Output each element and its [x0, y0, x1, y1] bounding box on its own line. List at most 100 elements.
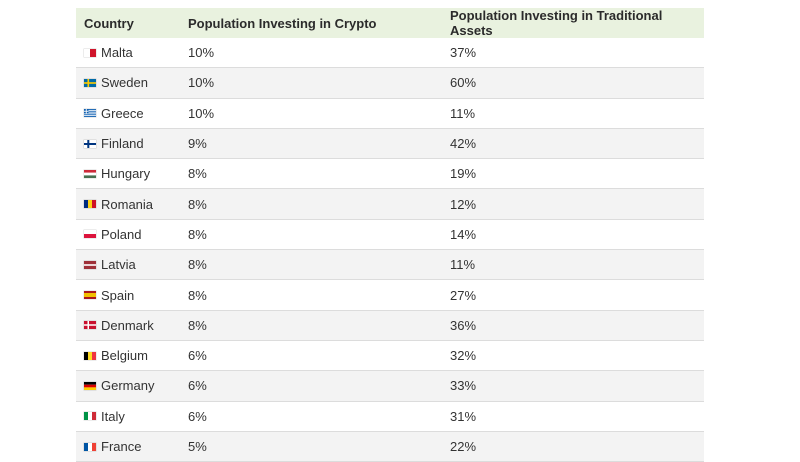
- spain-flag-icon: [84, 291, 96, 300]
- cell-country: Malta: [76, 38, 180, 69]
- cell-country: Latvia: [76, 249, 180, 281]
- country-name: Romania: [101, 196, 154, 212]
- country-wrapper: Malta: [84, 45, 180, 60]
- cell-crypto-percent: 6%: [180, 401, 442, 432]
- cell-crypto-percent: 10%: [180, 98, 442, 129]
- cell-country: Italy: [76, 401, 180, 432]
- country-name: Belgium: [101, 348, 148, 364]
- cell-traditional-percent: 36%: [442, 310, 704, 341]
- finland-flag-icon: [84, 139, 96, 148]
- table-row: Italy 6% 31%: [76, 401, 704, 432]
- country-name: Greece: [101, 105, 144, 121]
- cell-traditional-percent: 14%: [442, 219, 704, 251]
- cell-crypto-percent: 5%: [180, 431, 442, 462]
- cell-traditional-percent: 32%: [442, 340, 704, 372]
- cell-crypto-percent: 8%: [180, 249, 442, 281]
- table-row: Sweden 10% 60%: [76, 67, 704, 99]
- cell-traditional-percent: 33%: [442, 370, 704, 402]
- poland-flag-icon: [84, 230, 96, 239]
- cell-crypto-percent: 9%: [180, 128, 442, 160]
- cell-crypto-percent: 8%: [180, 158, 442, 190]
- cell-country: Hungary: [76, 158, 180, 190]
- country-wrapper: Belgium: [84, 348, 180, 363]
- germany-flag-icon: [84, 381, 96, 390]
- cell-traditional-percent: 27%: [442, 279, 704, 311]
- cell-traditional-percent: 12%: [442, 188, 704, 220]
- cell-crypto-percent: 6%: [180, 340, 442, 372]
- country-wrapper: Latvia: [84, 257, 180, 272]
- cell-country: Germany: [76, 370, 180, 402]
- cell-crypto-percent: 6%: [180, 370, 442, 402]
- cell-country: Greece: [76, 98, 180, 129]
- country-wrapper: Hungary: [84, 166, 180, 181]
- hungary-flag-icon: [84, 169, 96, 178]
- cell-traditional-percent: 11%: [442, 98, 704, 129]
- romania-flag-icon: [84, 200, 96, 209]
- table-row: France 5% 22%: [76, 431, 704, 462]
- table-row: Spain 8% 27%: [76, 279, 704, 311]
- cell-traditional-percent: 31%: [442, 401, 704, 432]
- cell-crypto-percent: 10%: [180, 67, 442, 99]
- table-row: Malta 10% 37%: [76, 38, 704, 69]
- country-name: Sweden: [101, 75, 148, 91]
- cell-crypto-percent: 10%: [180, 38, 442, 69]
- sweden-flag-icon: [84, 78, 96, 87]
- country-name: Malta: [101, 45, 133, 61]
- header-traditional[interactable]: Population Investing in Traditional Asse…: [442, 8, 704, 38]
- greece-flag-icon: [84, 109, 96, 118]
- cell-country: Denmark: [76, 310, 180, 341]
- table-header-row: Country Population Investing in Crypto P…: [76, 8, 704, 38]
- country-wrapper: Finland: [84, 136, 180, 151]
- malta-flag-icon: [84, 48, 96, 57]
- table-row: Hungary 8% 19%: [76, 158, 704, 190]
- table-row: Greece 10% 11%: [76, 98, 704, 129]
- table-row: Finland 9% 42%: [76, 128, 704, 160]
- country-name: Finland: [101, 136, 144, 152]
- data-table-container: Country Population Investing in Crypto P…: [76, 8, 704, 462]
- country-wrapper: France: [84, 439, 180, 454]
- cell-traditional-percent: 37%: [442, 38, 704, 69]
- table-row: Poland 8% 14%: [76, 219, 704, 251]
- country-name: France: [101, 439, 142, 454]
- country-wrapper: Spain: [84, 288, 180, 303]
- cell-crypto-percent: 8%: [180, 219, 442, 251]
- denmark-flag-icon: [84, 321, 96, 330]
- table-row: Latvia 8% 11%: [76, 249, 704, 281]
- cell-traditional-percent: 19%: [442, 158, 704, 190]
- belgium-flag-icon: [84, 351, 96, 360]
- country-wrapper: Greece: [84, 106, 180, 121]
- country-wrapper: Italy: [84, 409, 180, 424]
- country-name: Denmark: [101, 317, 154, 333]
- cell-traditional-percent: 60%: [442, 67, 704, 99]
- cell-crypto-percent: 8%: [180, 279, 442, 311]
- cell-traditional-percent: 42%: [442, 128, 704, 160]
- cell-country: Romania: [76, 188, 180, 220]
- cell-country: Poland: [76, 219, 180, 251]
- country-name: Italy: [101, 408, 125, 424]
- country-name: Latvia: [101, 257, 136, 273]
- country-name: Germany: [101, 378, 155, 394]
- cell-country: Sweden: [76, 67, 180, 99]
- header-country[interactable]: Country: [76, 8, 180, 38]
- italy-flag-icon: [84, 412, 96, 421]
- country-wrapper: Denmark: [84, 318, 180, 333]
- cell-traditional-percent: 11%: [442, 249, 704, 281]
- cell-traditional-percent: 22%: [442, 431, 704, 462]
- country-name: Hungary: [101, 166, 151, 182]
- latvia-flag-icon: [84, 260, 96, 269]
- country-wrapper: Poland: [84, 227, 180, 242]
- cell-country: Belgium: [76, 340, 180, 372]
- table-row: Germany 6% 33%: [76, 370, 704, 402]
- header-crypto[interactable]: Population Investing in Crypto: [180, 8, 442, 38]
- country-wrapper: Romania: [84, 197, 180, 212]
- table-row: Belgium 6% 32%: [76, 340, 704, 372]
- cell-country: Spain: [76, 279, 180, 311]
- cell-country: Finland: [76, 128, 180, 160]
- country-wrapper: Germany: [84, 378, 180, 393]
- table-row: Denmark 8% 36%: [76, 310, 704, 341]
- crypto-investment-table: Country Population Investing in Crypto P…: [76, 8, 704, 462]
- country-name: Poland: [101, 226, 142, 242]
- cell-crypto-percent: 8%: [180, 310, 442, 341]
- cell-country: France: [76, 431, 180, 462]
- table-row: Romania 8% 12%: [76, 188, 704, 220]
